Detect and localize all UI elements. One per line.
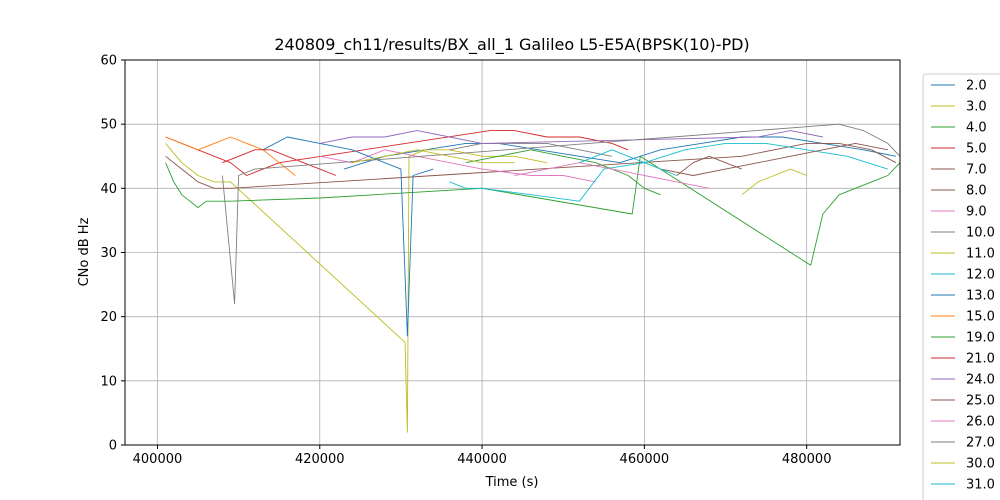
series-line-30-0: [352, 149, 515, 164]
series-line-19-0: [465, 149, 661, 196]
series-line-15-0: [165, 136, 296, 176]
legend-label: 31.0: [966, 478, 995, 493]
series-line-8-0: [676, 155, 742, 176]
y-tick-label: 60: [100, 54, 117, 69]
x-tick-label: 420000: [295, 452, 345, 467]
y-tick-label: 0: [109, 439, 117, 454]
series-line-7-0: [165, 142, 897, 189]
series-line-31-0: [579, 149, 677, 176]
legend-label: 25.0: [966, 394, 995, 409]
legend-label: 5.0: [966, 142, 987, 157]
legend-label: 3.0: [966, 100, 987, 115]
legend-box: [922, 73, 1000, 500]
legend-label: 27.0: [966, 436, 995, 451]
y-tick-label: 40: [100, 182, 117, 197]
x-axis-title: Time (s): [485, 475, 539, 490]
x-axis-ticks: 400000 420000 440000 460000 480000: [133, 445, 832, 467]
legend-label: 13.0: [966, 289, 995, 304]
series-line-9-0: [319, 149, 596, 183]
series-line-5-0: [165, 130, 629, 176]
chart-title: 240809_ch11/results/BX_all_1 Galileo L5-…: [274, 35, 749, 55]
legend-label: 12.0: [966, 268, 995, 283]
x-tick-label: 480000: [782, 452, 832, 467]
legend-label: 7.0: [966, 163, 987, 178]
legend-label: 11.0: [966, 247, 995, 262]
x-tick-label: 460000: [620, 452, 670, 467]
y-axis-title: CNo dB Hz: [77, 217, 92, 286]
series-line-24-0: [319, 130, 823, 144]
plot-area: [165, 123, 900, 433]
series-line-11-0: [741, 168, 807, 196]
legend-label: 21.0: [966, 352, 995, 367]
legend-label: 19.0: [966, 331, 995, 346]
legend-items: 2.0 3.0 4.0 5.0 7.0 8.0 9.0 10.0 11.0 12.0 13.0 15.…: [931, 79, 995, 493]
legend: 2.0 3.0 4.0 5.0 7.0 8.0 9.0 10.0 11.0 12.0 13.0 15.…: [922, 73, 1000, 500]
series-line-13-0: [262, 136, 434, 337]
y-tick-label: 10: [100, 374, 117, 389]
series-line-26-0: [514, 162, 710, 189]
series-line-4-0: [165, 155, 900, 266]
legend-label: 8.0: [966, 184, 987, 199]
series-lines: [165, 123, 900, 433]
series-line-27-0: [221, 123, 900, 305]
x-tick-label: 440000: [457, 452, 507, 467]
series-line-12-0: [449, 142, 888, 202]
series-line-3-0: [165, 143, 548, 433]
legend-label: 10.0: [966, 226, 995, 241]
y-axis-ticks: 0 10 20 30 40 50 60: [100, 54, 125, 454]
legend-label: 2.0: [966, 79, 987, 94]
y-tick-label: 30: [100, 246, 117, 261]
legend-label: 15.0: [966, 310, 995, 325]
grid-lines: [125, 59, 900, 446]
legend-label: 30.0: [966, 457, 995, 472]
legend-label: 9.0: [966, 205, 987, 220]
y-tick-label: 50: [100, 118, 117, 133]
legend-label: 4.0: [966, 121, 987, 136]
series-line-2-0: [343, 136, 896, 170]
x-tick-label: 400000: [133, 452, 183, 467]
series-line-21-0: [222, 149, 337, 176]
series-line-25-0: [660, 142, 888, 176]
legend-label: 24.0: [966, 373, 995, 388]
y-tick-label: 20: [100, 310, 117, 325]
series-line-10-0: [449, 142, 612, 157]
legend-label: 26.0: [966, 415, 995, 430]
